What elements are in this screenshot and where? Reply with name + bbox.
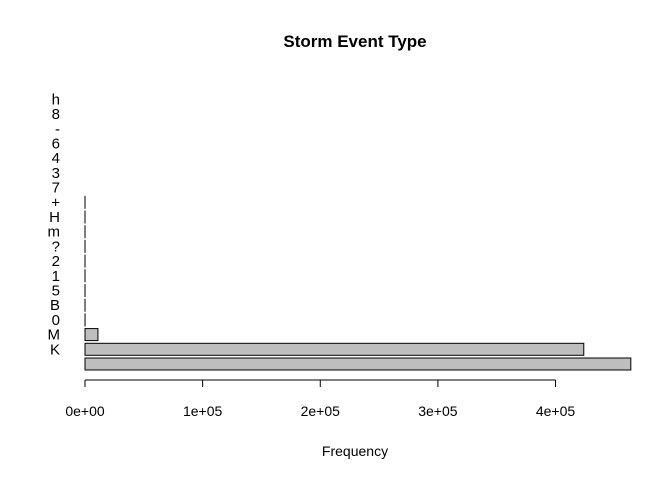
y-tick-label: - xyxy=(55,121,60,138)
y-tick-label: 3 xyxy=(52,165,60,182)
bar-blank xyxy=(84,357,632,371)
y-tick-label: 7 xyxy=(52,180,60,197)
chart-title: Storm Event Type xyxy=(283,32,426,51)
y-tick-label: + xyxy=(51,194,60,211)
y-tick-label: m xyxy=(48,224,61,241)
y-tick-label: 2 xyxy=(52,253,60,270)
y-tick-label: 5 xyxy=(52,283,60,300)
y-tick-label: 8 xyxy=(52,106,60,123)
y-tick-label: h xyxy=(52,91,60,108)
y-tick-label: ? xyxy=(52,238,60,255)
y-tick-label: 6 xyxy=(52,136,60,153)
x-tick-label: 4e+05 xyxy=(536,403,576,419)
y-tick-label: H xyxy=(49,209,60,226)
x-tick-label: 1e+05 xyxy=(183,403,223,419)
x-axis-label: Frequency xyxy=(322,443,388,459)
bar-M xyxy=(84,328,99,342)
y-tick-label: 4 xyxy=(52,150,60,167)
y-tick-label: 0 xyxy=(52,312,60,329)
bars-group xyxy=(84,195,632,371)
x-tick-label: 3e+05 xyxy=(418,403,458,419)
y-tick-label: 1 xyxy=(52,268,60,285)
y-tick-label: B xyxy=(50,297,60,314)
x-tick-label: 0e+00 xyxy=(65,403,105,419)
y-tick-label: M xyxy=(48,327,61,344)
x-axis: 0e+00 1e+05 2e+05 3e+05 4e+05 xyxy=(65,379,576,419)
x-tick-label: 2e+05 xyxy=(301,403,341,419)
bar-K xyxy=(84,342,585,356)
y-tick-label: K xyxy=(50,341,60,358)
